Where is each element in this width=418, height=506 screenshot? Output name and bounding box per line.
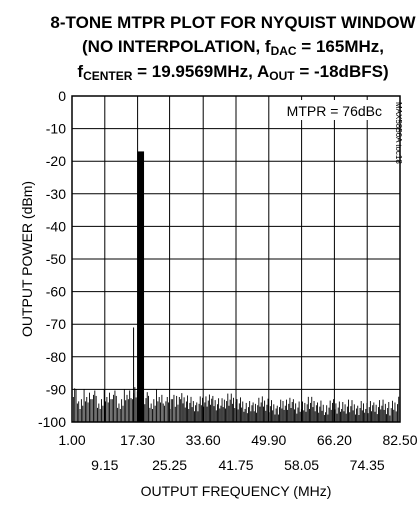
title-text: = 19.9569MHz, A bbox=[132, 62, 269, 81]
noise-floor-series bbox=[71, 387, 400, 422]
annotation-background bbox=[296, 100, 386, 120]
y-tick-label: -30 bbox=[46, 186, 66, 202]
title-text: f bbox=[77, 62, 83, 81]
y-tick-label: -80 bbox=[46, 349, 66, 365]
x-tick-label: 41.75 bbox=[218, 457, 253, 473]
chart-title-line-2: (NO INTERPOLATION, fDAC = 165MHz, bbox=[82, 37, 384, 58]
y-axis-ticks: 0 -10 -20 -30 -40 -50 -60 -70 -80 -90 -100 bbox=[38, 88, 66, 430]
mtpr-annotation: MTPR = 76dBc bbox=[287, 103, 382, 119]
title-text: 8-TONE MTPR PLOT FOR NYQUIST WINDOW bbox=[50, 13, 416, 32]
plot-frame bbox=[71, 95, 401, 423]
title-text: (NO INTERPOLATION, f bbox=[82, 37, 271, 56]
y-tick-label: -40 bbox=[46, 218, 66, 234]
chart-title-line-3: fCENTER = 19.9569MHz, AOUT = -18dBFS) bbox=[77, 62, 388, 83]
x-tick-label: 17.30 bbox=[120, 432, 155, 448]
y-tick-label: -50 bbox=[46, 251, 66, 267]
y-tick-label: 0 bbox=[58, 88, 66, 104]
x-axis-ticks: 1.00 17.30 33.60 49.90 66.20 82.50 9.15 25.25 41… bbox=[58, 432, 417, 473]
x-axis-title: OUTPUT FREQUENCY (MHz) bbox=[141, 483, 332, 499]
y-tick-label: -10 bbox=[46, 121, 66, 137]
grid bbox=[72, 96, 400, 422]
x-tick-label: 33.60 bbox=[186, 432, 221, 448]
title-subscript: CENTER bbox=[83, 69, 133, 83]
title-text: = 165MHz, bbox=[297, 37, 384, 56]
y-axis-title: OUTPUT POWER (dBm) bbox=[19, 181, 35, 337]
y-tick-label: -90 bbox=[46, 381, 66, 397]
tone-group bbox=[137, 151, 145, 423]
x-tick-label: 66.20 bbox=[317, 432, 352, 448]
chart-title-line-1: 8-TONE MTPR PLOT FOR NYQUIST WINDOW bbox=[50, 13, 416, 32]
y-tick-label: -100 bbox=[38, 414, 66, 430]
x-tick-label: 74.35 bbox=[350, 457, 385, 473]
x-tick-label: 1.00 bbox=[58, 432, 85, 448]
x-tick-label: 49.90 bbox=[251, 432, 286, 448]
y-tick-label: -20 bbox=[46, 153, 66, 169]
x-tick-label: 9.15 bbox=[91, 457, 118, 473]
x-tick-label: 25.25 bbox=[152, 457, 187, 473]
tones-series bbox=[133, 151, 145, 423]
figure-id: MAX5856A toc18 bbox=[394, 102, 403, 164]
title-subscript: DAC bbox=[271, 44, 297, 58]
y-tick-label: -60 bbox=[46, 284, 66, 300]
title-subscript: OUT bbox=[269, 69, 295, 83]
x-tick-label: 82.50 bbox=[382, 432, 417, 448]
x-tick-label: 58.05 bbox=[284, 457, 319, 473]
title-text: = -18dBFS) bbox=[295, 62, 389, 81]
y-tick-label: -70 bbox=[46, 316, 66, 332]
